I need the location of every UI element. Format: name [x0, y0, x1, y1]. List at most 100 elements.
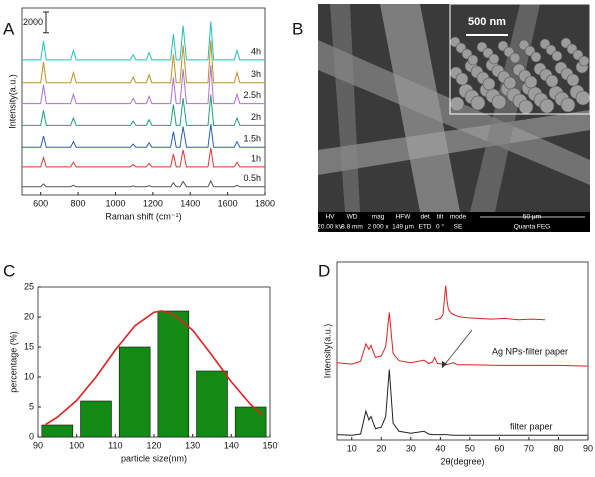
info-value: 8.8 mm — [341, 224, 363, 231]
x-tick-label: 90 — [33, 440, 43, 450]
fiber — [380, 4, 460, 212]
series-label: 3h — [251, 69, 261, 79]
info-header: tilt — [437, 214, 444, 221]
inset-line — [434, 285, 546, 321]
y-axis-label: Intensity(a.u.) — [7, 74, 17, 129]
particle — [524, 75, 538, 89]
x-tick-label: 150 — [262, 440, 277, 450]
x-tick-label: 10 — [347, 443, 357, 453]
series-label: filter paper — [510, 422, 553, 432]
x-tick-label: 100 — [69, 440, 84, 450]
particle — [455, 72, 469, 86]
fiber — [318, 110, 590, 175]
arrow-head — [442, 361, 447, 368]
x-tick-label: 130 — [185, 440, 200, 450]
particle — [578, 55, 590, 67]
x-tick-label: 1800 — [255, 198, 275, 208]
x-tick-label: 1200 — [143, 198, 163, 208]
particle — [449, 96, 465, 112]
info-value: 0 ° — [436, 223, 444, 231]
fiber — [330, 4, 360, 212]
particle — [575, 90, 591, 106]
fiber — [318, 40, 590, 185]
info-value: ETD — [419, 224, 432, 231]
series-label: 1h — [251, 153, 261, 163]
x-tick-label: 120 — [146, 440, 161, 450]
series-label: 0.5h — [243, 173, 261, 183]
panel-letter: A — [3, 19, 15, 38]
series-label: 4h — [251, 46, 261, 56]
bar — [80, 400, 112, 438]
y-tick-label: 20 — [24, 311, 34, 321]
y-tick-label: 0 — [29, 431, 34, 441]
particle — [488, 53, 500, 65]
scale-label: 500 nm — [468, 16, 506, 28]
info-header: mag — [372, 214, 385, 221]
x-tick-label: 40 — [435, 443, 445, 453]
x-tick-label: 30 — [406, 443, 416, 453]
bar — [234, 406, 267, 438]
y-tick-label: 5 — [29, 401, 34, 411]
particle — [560, 97, 576, 113]
particle — [539, 98, 555, 114]
y-tick-label: 25 — [24, 281, 34, 291]
series-line — [22, 124, 265, 148]
particle — [518, 99, 534, 115]
series-line — [22, 94, 265, 126]
info-header: WD — [347, 214, 358, 221]
y-axis-label: percentage (%) — [8, 331, 18, 393]
x-tick-label: 20 — [376, 443, 386, 453]
sem-inset — [449, 3, 591, 115]
x-tick-label: 1000 — [105, 198, 125, 208]
x-tick-label: 110 — [108, 440, 122, 450]
series-line — [336, 369, 588, 436]
info-header: HFW — [396, 214, 412, 221]
fit-curve — [45, 310, 263, 426]
arrow — [441, 329, 473, 369]
panel-letter: C — [3, 261, 15, 280]
x-tick-label: 90 — [583, 443, 593, 453]
x-tick-label: 600 — [33, 198, 48, 208]
particle — [503, 76, 517, 90]
series-label: Ag NPs-filter paper — [492, 346, 568, 356]
x-axis-label: Raman shift (cm⁻¹) — [105, 211, 181, 221]
particle — [467, 54, 479, 66]
info-scale-label: 50 μm — [523, 214, 541, 221]
series-line — [336, 312, 589, 367]
particle — [545, 74, 559, 88]
series-line — [22, 147, 265, 168]
info-value: 149 μm — [392, 224, 414, 231]
y-tick-label: 15 — [24, 341, 34, 351]
info-header: HV — [325, 214, 335, 221]
particle — [509, 52, 521, 64]
bar — [118, 346, 151, 438]
x-tick-label: 800 — [71, 198, 86, 208]
x-tick-label: 1600 — [218, 198, 238, 208]
y-axis-label: Intensity(a.u.) — [322, 324, 332, 379]
sem-image: 500 nm — [318, 3, 591, 232]
y-tick-label: 10 — [24, 371, 34, 381]
series-label: 2h — [251, 112, 261, 122]
particle — [530, 51, 542, 63]
info-value: 20.00 kV — [317, 224, 343, 231]
instrument: Quanta FEG — [514, 224, 551, 231]
series-line — [22, 65, 265, 105]
plot-frame — [21, 7, 266, 196]
fiber — [470, 4, 540, 212]
x-tick-label: 80 — [553, 443, 563, 453]
plot-frame — [336, 261, 589, 441]
scale-bar-label: 2000 — [23, 17, 43, 27]
x-axis-label: particle size(nm) — [121, 453, 187, 463]
bar — [196, 370, 228, 438]
particle — [470, 95, 486, 111]
x-tick-label: 1400 — [180, 198, 200, 208]
series-line — [22, 21, 265, 61]
series-line — [22, 179, 265, 188]
info-header: mode — [450, 214, 467, 221]
x-axis-label: 2θ(degree) — [440, 456, 484, 466]
particle — [491, 94, 507, 110]
series-label: 2.5h — [243, 90, 261, 100]
series-label: 1.5h — [243, 134, 261, 144]
info-header: det — [420, 214, 429, 221]
